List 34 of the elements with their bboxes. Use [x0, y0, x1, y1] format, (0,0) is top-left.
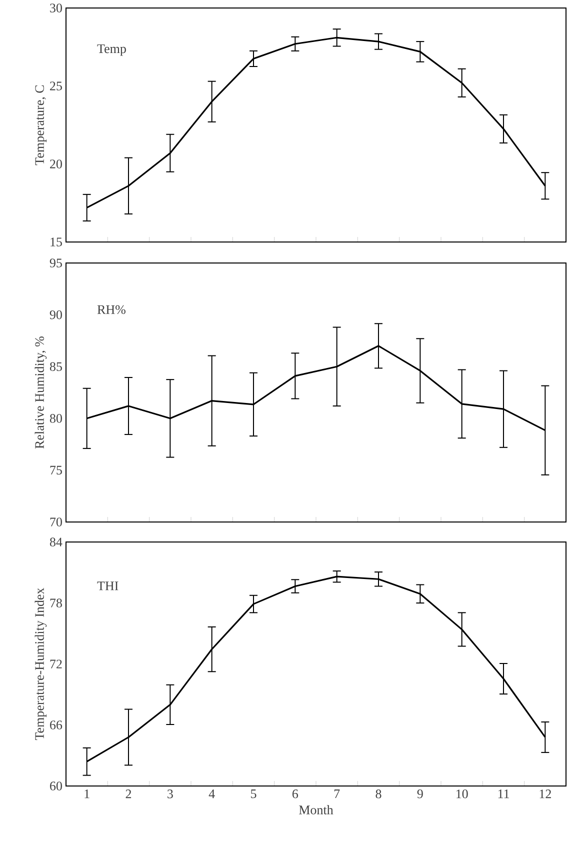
x-tick-label: 12 — [540, 790, 551, 798]
y-tick-label: 78 — [50, 598, 62, 608]
y-tick-label: 95 — [50, 258, 62, 268]
x-tick-label: 3 — [168, 790, 173, 798]
y-axis-title: Temperature, C — [35, 85, 47, 166]
y-axis-title: Temperature-Humidity Index — [34, 588, 47, 740]
annotation: Temp — [97, 44, 126, 56]
y-tick-label: 25 — [50, 82, 62, 90]
x-axis-title: Month — [299, 805, 334, 814]
x-tick-label: 5 — [251, 790, 256, 798]
x-tick-label: 10 — [456, 790, 468, 798]
x-tick-label: 7 — [334, 790, 340, 798]
y-tick-label: 66 — [50, 720, 62, 730]
y-tick-label: 70 — [50, 518, 62, 526]
y-tick-label: 15 — [50, 238, 62, 246]
y-tick-label: 30 — [50, 4, 62, 12]
y-tick-label: 85 — [50, 362, 62, 371]
x-tick-label: 9 — [417, 790, 423, 798]
x-tick-label: 4 — [208, 790, 215, 798]
x-tick-label: 11 — [498, 790, 509, 798]
y-axis-title: Relative Humidity, % — [34, 336, 47, 449]
y-tick-label: 20 — [50, 160, 62, 168]
x-tick-label: 8 — [376, 790, 382, 798]
annotation: THI — [97, 582, 118, 590]
x-tick-label: 2 — [126, 790, 132, 798]
x-tick-label: 6 — [292, 790, 298, 798]
y-tick-label: 80 — [50, 414, 62, 423]
annotation: RH% — [97, 305, 126, 314]
y-tick-label: 84 — [50, 538, 62, 546]
x-tick-label: 1 — [84, 790, 90, 798]
y-tick-label: 75 — [50, 466, 62, 475]
y-tick-label: 90 — [50, 310, 62, 320]
y-tick-label: 72 — [50, 660, 62, 668]
y-tick-label: 60 — [50, 782, 62, 790]
